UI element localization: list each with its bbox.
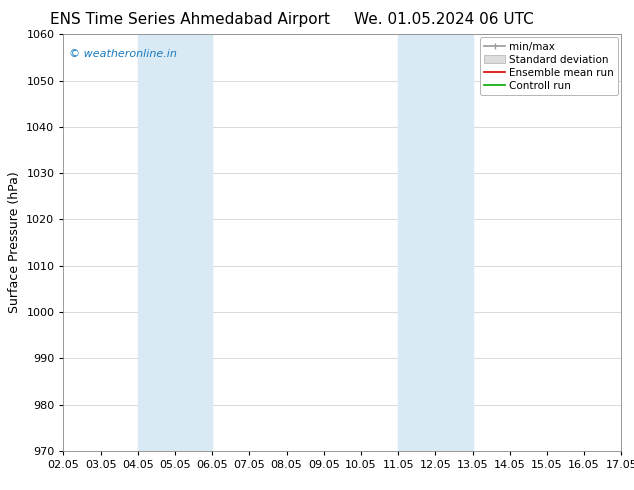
Legend: min/max, Standard deviation, Ensemble mean run, Controll run: min/max, Standard deviation, Ensemble me… [480, 37, 618, 95]
Text: We. 01.05.2024 06 UTC: We. 01.05.2024 06 UTC [354, 12, 534, 27]
Bar [398, 34, 472, 451]
Text: © weatheronline.in: © weatheronline.in [69, 49, 177, 59]
Y-axis label: Surface Pressure (hPa): Surface Pressure (hPa) [8, 172, 21, 314]
Bar [138, 34, 212, 451]
Text: ENS Time Series Ahmedabad Airport: ENS Time Series Ahmedabad Airport [50, 12, 330, 27]
